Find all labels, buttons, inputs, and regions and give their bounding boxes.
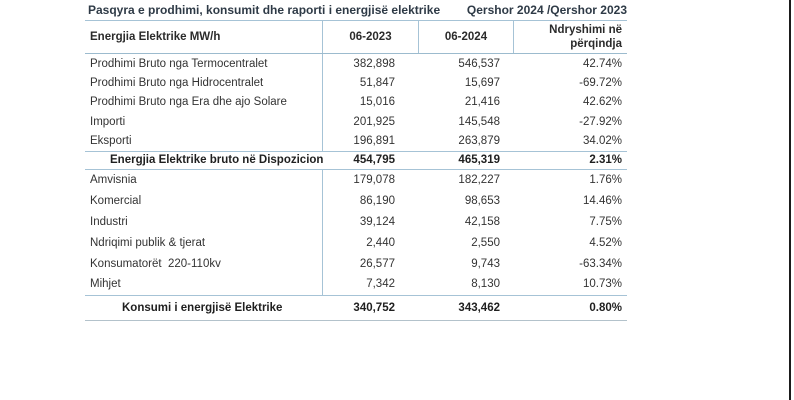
value-2024: 8,130 [471,278,500,291]
header-change-line1: Ndryshimi në [549,24,622,36]
value-2024: 21,416 [464,96,500,109]
value-2024: 2,550 [471,236,500,249]
value-2024: 263,879 [458,135,500,148]
value-change: 1.76% [589,174,622,187]
value-2023: 179,078 [322,169,418,191]
value-2023: 51,847 [322,73,418,93]
value-2024: 98,653 [464,195,500,208]
value-2024: 182,227 [458,174,500,187]
value-change: -63.34% [579,257,622,270]
value-2023: 454,795 [353,154,395,167]
value-change: 2.31% [589,154,622,167]
value-change: -69.72% [579,77,622,90]
value-change: 4.52% [589,236,622,249]
page-title: Pasqyra e prodhimi, konsumit dhe raporti… [88,3,441,17]
table-row-ndriqimi: Ndriqimi publik & tjerat 2,440 2,550 4.5… [85,232,627,254]
value-2024: 343,462 [458,301,500,314]
value-2023: 2,440 [322,232,418,254]
row-label: Energjia Elektrike bruto në Dispozicion [110,154,324,167]
report-table: Pasqyra e prodhimi, konsumit dhe raporti… [85,0,627,321]
table-row-importi: Importi 201,925 145,548 -27.92% [85,112,627,132]
period-label: Qershor 2024 /Qershor 2023 [466,3,627,17]
value-2023: 382,898 [322,54,418,74]
header-change-line2: përqindja [570,38,622,50]
table-row-hidrocentralet: Prodhimi Bruto nga Hidrocentralet 51,847… [85,73,627,93]
header-2024-col: 06-2024 [418,21,513,53]
value-2023: 15,016 [322,92,418,113]
table-row-konsumatoret: Konsumatorët 220-110kv 26,577 9,743 -63.… [85,253,627,274]
header-energy-col: Energjia Elektrike MW/h [90,31,221,43]
row-label: Industri [90,215,128,228]
value-change: 34.02% [582,135,622,148]
value-2024: 15,697 [464,77,500,90]
table-row-mihjet: Mihjet 7,342 8,130 10.73% [85,273,627,295]
table-row-era-solare: Prodhimi Bruto nga Era dhe ajo Solare 15… [85,92,627,113]
table-row-industri: Industri 39,124 42,158 7.75% [85,211,627,233]
page-edge-line [789,0,791,400]
value-2024: 465,319 [458,154,500,167]
table-row-komercial: Komercial 86,190 98,653 14.46% [85,190,627,212]
value-2023: 86,190 [322,190,418,212]
value-2023: 201,925 [322,112,418,132]
row-label: Komercial [90,195,142,208]
row-label: Eksporti [90,135,132,148]
table-row-eksporti: Eksporti 196,891 263,879 34.02% [85,131,627,151]
value-change: 42.74% [582,57,622,70]
value-2023: 196,891 [322,131,418,151]
header-2023-col: 06-2023 [322,21,418,53]
value-2024: 9,743 [471,257,500,270]
row-label: Prodhimi Bruto nga Hidrocentralet [90,77,264,90]
value-2023: 7,342 [322,273,418,295]
row-label: Mihjet [90,278,121,291]
value-change: 42.62% [582,96,622,109]
row-label: Amvisnia [90,174,137,187]
value-2023: 39,124 [322,211,418,233]
value-change: 10.73% [582,278,622,291]
value-change: 14.46% [582,195,622,208]
table-row-konsumi-total: Konsumi i energjisë Elektrike 340,752 34… [85,294,627,321]
row-label: Ndriqimi publik & tjerat [90,236,206,249]
value-2024: 42,158 [464,215,500,228]
value-2024: 145,548 [458,115,500,128]
value-change: 0.80% [589,301,622,314]
row-label: Konsumatorët 220-110kv [90,257,221,270]
value-change: 7.75% [589,215,622,228]
value-2024: 546,537 [458,57,500,70]
table-header-row: Energjia Elektrike MW/h 06-2023 06-2024 … [85,21,627,54]
row-label: Importi [90,115,126,128]
value-change: -27.92% [579,115,622,128]
production-section: Prodhimi Bruto nga Termocentralet 382,89… [85,54,627,151]
row-label: Prodhimi Bruto nga Era dhe ajo Solare [90,96,287,109]
header-change-col: Ndryshimi në përqindja [513,21,627,53]
table-row-amvisnia: Amvisnia 179,078 182,227 1.76% [85,169,627,191]
table-row-bruto-dispozicion: Energjia Elektrike bruto në Dispozicion … [85,150,627,170]
value-2023: 340,752 [353,301,395,314]
title-bar: Pasqyra e prodhimi, konsumit dhe raporti… [85,0,627,21]
value-2023: 26,577 [322,253,418,274]
row-label: Prodhimi Bruto nga Termocentralet [90,57,268,70]
consumption-section: Amvisnia 179,078 182,227 1.76% Komercial… [85,169,627,295]
row-label: Konsumi i energjisë Elektrike [122,301,283,314]
table-row-termocentralet: Prodhimi Bruto nga Termocentralet 382,89… [85,54,627,74]
